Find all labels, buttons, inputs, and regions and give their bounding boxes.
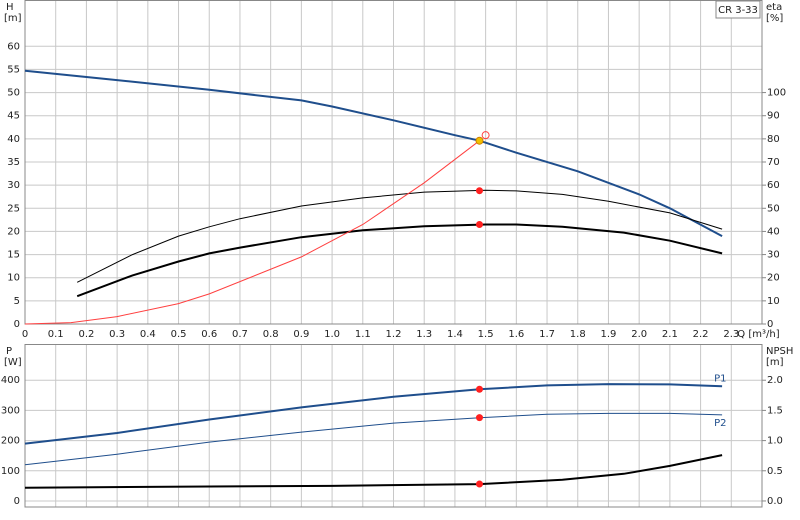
y-axis-label: P [6,346,12,357]
y2-tick-label: 90 [767,111,780,122]
x-tick-label: 0.7 [232,329,248,340]
x-tick-label: 1.7 [539,329,555,340]
y-tick-label: 100 [1,466,20,477]
y2-axis-unit: [m] [766,357,784,368]
operating-point [481,131,490,140]
y2-tick-label: 0.0 [767,496,783,507]
y2-tick-label: 50 [767,203,780,214]
y-tick-label: 0 [14,319,20,330]
y2-tick-label: 0 [767,319,773,330]
x-tick-label: 2.2 [693,329,709,340]
x-tick-label: 1.2 [386,329,402,340]
y-axis-unit: [W] [4,357,22,368]
y2-tick-label: 80 [767,134,780,145]
y-tick-label: 0 [14,496,20,507]
x-tick-label: 2.0 [631,329,647,340]
y-tick-label: 30 [7,180,20,191]
chart-title: CR 3-33 [718,5,758,16]
y2-tick-label: 30 [767,250,780,261]
y-tick-label: 10 [7,273,20,284]
x-tick-label: 2.1 [662,329,678,340]
operating-point [475,220,483,228]
curve-label: P2 [714,418,726,429]
y-tick-label: 20 [7,226,20,237]
y2-tick-label: 1.5 [767,405,783,416]
y2-tick-label: 2.0 [767,375,783,386]
x-tick-label: 1.9 [601,329,617,340]
y2-axis-unit: [%] [766,13,783,24]
y2-tick-label: 100 [767,88,786,99]
x-tick-label: 1.6 [508,329,524,340]
y-tick-label: 15 [7,250,20,261]
x-tick-label: 0.2 [78,329,94,340]
x-tick-label: 0.8 [263,329,279,340]
y-tick-label: 50 [7,88,20,99]
x-axis-label: Q [m³/h] [737,329,779,340]
plot-frame [24,0,763,325]
x-tick-label: 0.9 [293,329,309,340]
operating-point [475,480,483,488]
title-box [715,0,761,19]
curve [24,412,723,466]
x-tick-label: 1.5 [478,329,494,340]
x-tick-label: 0.3 [109,329,125,340]
y2-tick-label: 0.5 [767,466,783,477]
y-tick-label: 400 [1,375,20,386]
plot-frame [24,344,763,508]
curve [76,223,723,298]
x-tick-label: 0.1 [48,329,64,340]
y-tick-label: 45 [7,111,20,122]
y-axis-label: H [6,2,14,13]
y2-tick-label: 1.0 [767,436,783,447]
x-tick-label: 1.8 [570,329,586,340]
operating-point [475,385,483,393]
y-tick-label: 40 [7,134,20,145]
y-tick-label: 55 [7,64,20,75]
operating-point [475,187,483,195]
y2-tick-label: 40 [767,226,780,237]
x-tick-label: 0.4 [140,329,156,340]
curve [24,383,723,445]
y2-axis-label: NPSH [766,346,793,357]
x-tick-label: 0 [22,329,28,340]
curve [76,189,723,283]
x-tick-label: 1.3 [416,329,432,340]
y2-tick-label: 10 [767,296,780,307]
x-tick-label: 1.4 [447,329,463,340]
y2-tick-label: 20 [767,273,780,284]
curve [24,69,723,237]
y-tick-label: 25 [7,203,20,214]
y2-axis-label: eta [766,2,782,13]
y-tick-label: 5 [14,296,20,307]
x-tick-label: 2.3 [723,329,739,340]
y-tick-label: 60 [7,41,20,52]
x-tick-label: 1.0 [324,329,340,340]
x-tick-label: 0.6 [201,329,217,340]
y2-tick-label: 60 [767,180,780,191]
y-axis-unit: [m] [4,13,22,24]
y-tick-label: 200 [1,436,20,447]
operating-point [475,136,484,145]
y-tick-label: 300 [1,405,20,416]
curve [24,454,723,489]
operating-point [475,414,483,422]
curve [24,140,480,325]
x-tick-label: 1.1 [355,329,371,340]
x-tick-label: 0.5 [171,329,187,340]
y2-tick-label: 70 [767,157,780,168]
y-tick-label: 35 [7,157,20,168]
curve-label: P1 [714,373,726,384]
